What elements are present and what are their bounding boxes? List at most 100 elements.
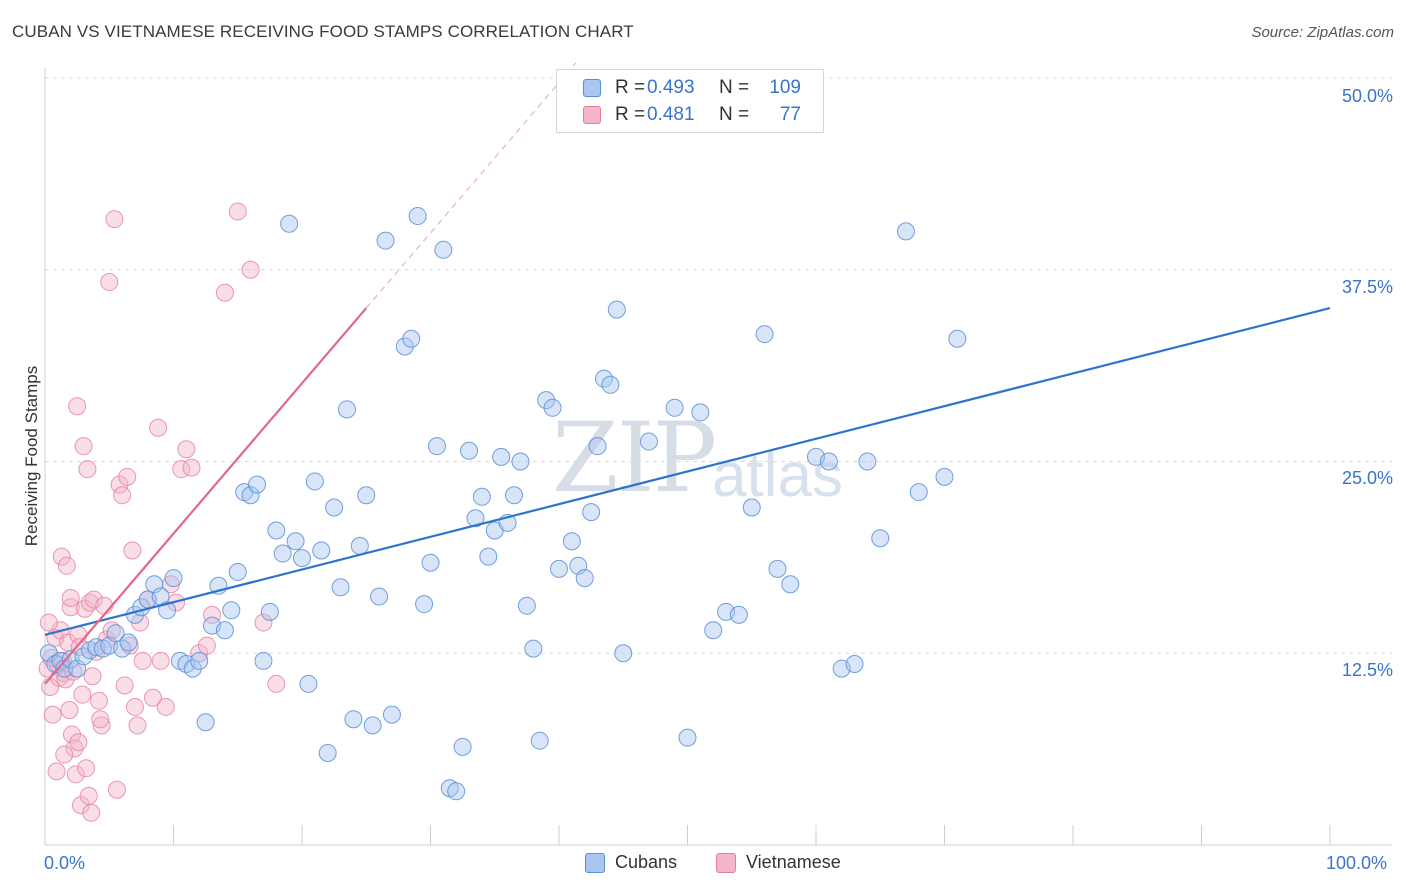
y-tick-25: 25.0% — [1341, 468, 1393, 488]
source-label: Source: ZipAtlas.com — [1251, 24, 1394, 41]
cuban-point — [575, 569, 594, 588]
cuban-point — [376, 231, 395, 250]
cuban-point — [267, 521, 286, 540]
cuban-point — [280, 214, 299, 233]
cubans-swatch — [583, 79, 601, 97]
cuban-point — [395, 337, 414, 356]
legend-item-cubans[interactable]: Cubans — [585, 852, 677, 873]
cuban-point — [607, 300, 626, 319]
cuban-point — [537, 391, 556, 410]
cuban-point — [363, 716, 382, 735]
vietnamese-point — [57, 556, 76, 575]
cuban-point — [119, 633, 138, 652]
grid-lines — [45, 77, 1392, 654]
cubans-r-value: 0.493 — [647, 77, 695, 98]
cuban-point — [517, 596, 536, 615]
cuban-point — [453, 737, 472, 756]
cuban-point — [427, 437, 446, 456]
vietnamese-legend-swatch — [716, 852, 736, 873]
vietnamese-point — [113, 486, 132, 505]
y-tick-50: 50.0% — [1341, 86, 1393, 106]
x-tick-min: 0.0% — [44, 853, 86, 873]
vietnamese-trend-extension — [365, 62, 577, 309]
vietnamese-point — [61, 598, 80, 617]
vietnamese-point — [107, 780, 126, 799]
cubans-legend-swatch — [585, 852, 605, 873]
cuban-point — [505, 486, 524, 505]
vietnamese-point — [110, 475, 129, 494]
vietnamese-point — [241, 260, 260, 279]
cuban-point — [273, 544, 292, 563]
cuban-point — [704, 621, 723, 640]
series-legend: Cubans Vietnamese — [0, 852, 1406, 876]
cuban-point — [691, 403, 710, 422]
cuban-point — [639, 432, 658, 451]
vietnamese-point — [215, 283, 234, 302]
legend-row-cubans: R = 0.493 N = 109 — [583, 76, 801, 100]
cuban-point — [241, 486, 260, 505]
trend-lines — [44, 62, 1331, 685]
cuban-points — [39, 207, 967, 801]
vietnamese-point — [267, 674, 286, 693]
vietnamese-swatch — [583, 106, 601, 124]
cuban-point — [755, 325, 774, 344]
cuban-point — [331, 578, 350, 597]
vietnamese-point — [79, 786, 98, 805]
cuban-point — [858, 452, 877, 471]
cuban-point — [415, 595, 434, 614]
vietnamese-point — [156, 697, 175, 716]
cuban-point — [562, 532, 581, 551]
cuban-point — [286, 532, 305, 551]
cuban-point — [582, 503, 601, 522]
legend-row-vietnamese: R = 0.481 N = 77 — [583, 103, 801, 127]
cuban-point — [402, 329, 421, 348]
cuban-point — [382, 705, 401, 724]
legend-item-vietnamese[interactable]: Vietnamese — [716, 852, 841, 873]
cuban-point — [948, 329, 967, 348]
cuban-point — [742, 498, 761, 517]
vietnamese-point — [151, 651, 170, 670]
cuban-point — [190, 651, 209, 670]
cuban-point — [434, 240, 453, 259]
vietnamese-r-label: R = — [615, 104, 646, 125]
vietnamese-point — [92, 716, 111, 735]
vietnamese-point — [254, 613, 273, 632]
cuban-point — [87, 638, 106, 657]
vietnamese-point — [78, 460, 97, 479]
vietnamese-point — [39, 613, 58, 632]
y-tick-12-5: 12.5% — [1341, 660, 1393, 680]
vietnamese-point — [66, 765, 85, 784]
cuban-point — [370, 587, 389, 606]
vietnamese-point — [68, 397, 87, 416]
cuban-point — [492, 447, 511, 466]
vietnamese-point — [83, 667, 102, 686]
y-axis-label: Receiving Food Stamps — [22, 365, 41, 547]
cuban-point — [254, 651, 273, 670]
cuban-point — [222, 601, 241, 620]
cubans-n-label: N = — [719, 77, 750, 98]
vietnamese-point — [143, 688, 162, 707]
cuban-point — [511, 452, 530, 471]
cuban-point — [158, 601, 177, 620]
vietnamese-n-label: N = — [719, 104, 750, 125]
cuban-point — [543, 398, 562, 417]
vietnamese-point — [100, 273, 119, 292]
cuban-point — [614, 644, 633, 663]
vietnamese-point — [203, 605, 222, 624]
cuban-point — [325, 498, 344, 517]
vietnamese-point — [69, 733, 88, 752]
cuban-point — [845, 654, 864, 673]
vietnamese-point — [95, 596, 114, 615]
cuban-point — [460, 441, 479, 460]
cuban-point — [106, 624, 125, 643]
cuban-point — [781, 575, 800, 594]
cuban-point — [447, 782, 466, 801]
cuban-point — [183, 659, 202, 678]
cuban-point — [909, 483, 928, 502]
chart-title: CUBAN VS VIETNAMESE RECEIVING FOOD STAMP… — [12, 22, 634, 41]
vietnamese-point — [182, 458, 201, 477]
vietnamese-point — [43, 705, 62, 724]
cubans-n-value: 109 — [769, 77, 801, 98]
cuban-point — [524, 639, 543, 658]
